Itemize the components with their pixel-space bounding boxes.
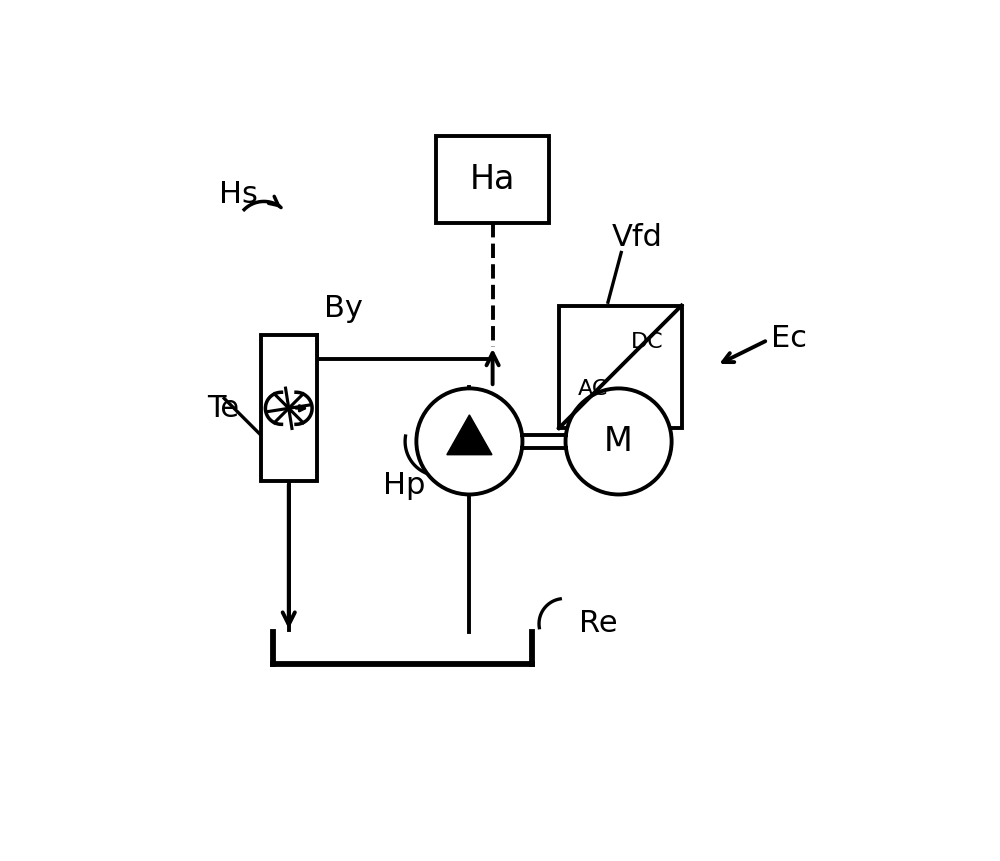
Text: Ec: Ec — [771, 325, 807, 353]
Text: AC: AC — [578, 379, 608, 399]
Text: M: M — [604, 425, 633, 458]
Text: Te: Te — [208, 393, 240, 423]
Bar — [261, 336, 317, 481]
Text: Re: Re — [579, 610, 617, 638]
Text: By: By — [324, 294, 362, 324]
Circle shape — [416, 388, 522, 494]
Bar — [436, 137, 549, 223]
Text: Vfd: Vfd — [612, 224, 663, 252]
Text: Hp: Hp — [383, 471, 426, 500]
Circle shape — [566, 388, 672, 494]
Bar — [559, 306, 682, 428]
Text: Ha: Ha — [470, 163, 515, 196]
Polygon shape — [447, 415, 492, 455]
Text: DC: DC — [631, 332, 664, 352]
Text: Hs: Hs — [219, 181, 258, 209]
